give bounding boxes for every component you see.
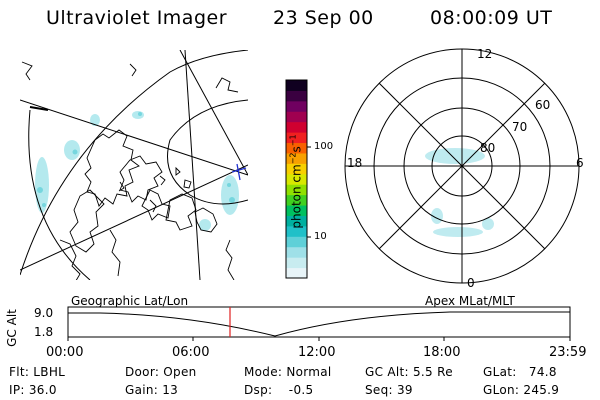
x-tick-1800: 18:00	[423, 345, 461, 360]
colorbar-segment	[286, 225, 307, 237]
info-seq: Seq: 39	[365, 383, 413, 397]
colorbar-segment	[286, 90, 307, 102]
info-dsp: Dsp: -0.5	[244, 383, 314, 397]
mlt-label-18: 18	[347, 156, 363, 170]
colorbar-segment	[286, 142, 307, 154]
colorbar-unit-exp2: −1	[288, 134, 298, 147]
colorbar-segment	[286, 163, 307, 175]
lat-label-70: 70	[512, 120, 528, 134]
colorbar-segment	[286, 184, 307, 196]
colorbar-unit: photon cm−2s−1	[288, 122, 304, 242]
colorbar-unit-exp1: −2	[288, 152, 298, 165]
instrument-title: Ultraviolet Imager	[46, 7, 228, 29]
colorbar-label-10: 10	[314, 231, 327, 242]
timeline-y-tick-low: 1.8	[34, 325, 54, 339]
geographic-map	[20, 50, 248, 280]
colorbar-segment	[286, 267, 307, 279]
colorbar-segment	[286, 80, 307, 91]
altitude-curve	[68, 311, 570, 337]
colorbar-frame	[285, 79, 308, 279]
timeline-y-label: GC Alt	[5, 309, 19, 347]
info-mode: Mode: Normal	[244, 365, 332, 379]
mlt-label-12: 12	[477, 47, 493, 61]
timeline-y-tick-high: 9.0	[34, 306, 54, 320]
x-tick-2359: 23:59	[549, 345, 587, 360]
colorbar-segment	[286, 205, 307, 216]
timeline-left-title: Geographic Lat/Lon	[71, 294, 189, 308]
lat-lon-grid	[20, 50, 248, 280]
lat-label-80: 80	[480, 141, 496, 155]
info-glat: GLat: 74.8	[483, 365, 557, 379]
colorbar-segment	[286, 257, 307, 269]
colorbar	[286, 80, 307, 279]
colorbar-unit-s: s	[289, 146, 304, 153]
colorbar-segment	[286, 152, 307, 164]
x-tick-0600: 06:00	[172, 345, 210, 360]
colorbar-segment	[286, 215, 307, 227]
colorbar-segment	[286, 194, 307, 206]
colorbar-segment	[286, 173, 307, 185]
polar-plot	[344, 48, 580, 284]
info-door: Door: Open	[125, 365, 197, 379]
colorbar-segment	[286, 111, 307, 123]
colorbar-segment	[286, 100, 307, 112]
aurora-emission	[35, 111, 239, 231]
colorbar-segment	[286, 236, 307, 248]
x-tick-1200: 12:00	[298, 345, 336, 360]
colorbar-unit-text: photon cm	[289, 164, 304, 229]
info-flt: Flt: LBHL	[9, 365, 66, 379]
coastlines	[21, 61, 239, 280]
info-gcalt: GC Alt: 5.5 Re	[365, 365, 453, 379]
info-glon: GLon: 245.9	[483, 383, 560, 397]
colorbar-segment	[286, 132, 307, 144]
terminator-marker	[29, 106, 49, 111]
lat-label-60: 60	[535, 98, 551, 112]
time-label: 08:00:09 UT	[430, 7, 553, 29]
look-direction-marker	[231, 163, 247, 181]
polar-aurora	[425, 148, 494, 237]
info-ip: IP: 36.0	[9, 383, 57, 397]
mlt-label-0: 0	[467, 276, 475, 290]
timeline-right-title: Apex MLat/MLT	[425, 294, 515, 308]
x-tick-0000: 00:00	[46, 345, 84, 360]
mlt-label-6: 6	[576, 156, 584, 170]
info-gain: Gain: 13	[125, 383, 179, 397]
altitude-timeline	[67, 306, 571, 341]
colorbar-segment	[286, 246, 307, 258]
date-label: 23 Sep 00	[273, 7, 374, 29]
colorbar-segment	[286, 121, 307, 133]
colorbar-label-100: 100	[314, 141, 334, 152]
